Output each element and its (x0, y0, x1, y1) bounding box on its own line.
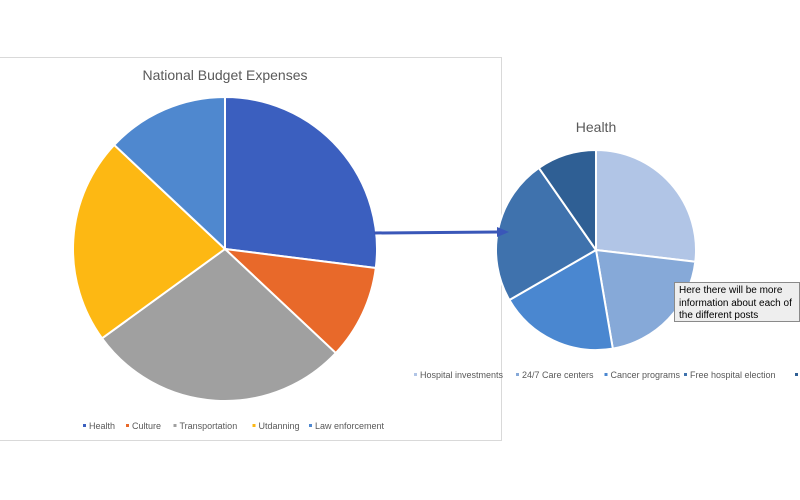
health-legend-label-24-7-care-centers: 24/7 Care centers (522, 370, 594, 380)
health-slice-research (537, 148, 597, 254)
main-slice-health (224, 95, 378, 270)
arrow-line (373, 230, 499, 235)
health-legend-swatch-cancer-programs (604, 373, 608, 376)
main-slice-law-enforcement (112, 95, 226, 252)
main-legend-label-law-enforcement: Law enforcement (315, 421, 385, 431)
main-legend-label-transportation: Transportation (180, 421, 238, 431)
health-legend-swatch-free-hospital-election (684, 373, 687, 376)
main-legend-swatch-health (83, 424, 86, 427)
health-legend-label-cancer-programs: Cancer programs (611, 370, 681, 380)
main-legend-swatch-culture (126, 424, 129, 427)
connector-arrow (373, 227, 509, 237)
health-legend-swatch-hospital-investments (414, 373, 417, 376)
main-legend-label-utdanning: Utdanning (259, 421, 300, 431)
health-legend-swatch-24-7-care-centers (516, 373, 519, 376)
main-slice-utdanning (72, 143, 227, 340)
main-chart-title: National Budget Expenses (143, 67, 308, 83)
health-legend-label-hospital-investments: Hospital investments (420, 370, 504, 380)
main-slice-transportation (100, 247, 338, 402)
arrow-head (497, 227, 509, 237)
main-pie (72, 95, 378, 402)
main-legend-swatch-law-enforcement (309, 424, 312, 427)
main-legend-label-culture: Culture (132, 421, 161, 431)
main-legend-swatch-transportation (173, 424, 177, 427)
info-callout: Here there will be more information abou… (674, 282, 800, 322)
health-legend: Hospital investments 24/7 Care centers Can… (414, 370, 798, 380)
main-slice-culture (222, 247, 377, 355)
main-legend: Health Culture Transportation Utdanning Law … (83, 421, 385, 431)
health-slice-24-7-care-centers (594, 248, 697, 350)
health-legend-label-free-hospital-election: Free hospital election (690, 370, 776, 380)
health-slice-hospital-investments (595, 148, 697, 263)
health-chart-title: Health (576, 119, 616, 135)
health-pie (495, 148, 697, 351)
main-legend-label-health: Health (89, 421, 115, 431)
health-legend-swatch-research (795, 373, 798, 376)
health-slice-cancer-programs (508, 248, 614, 351)
main-legend-swatch-utdanning (252, 424, 256, 427)
